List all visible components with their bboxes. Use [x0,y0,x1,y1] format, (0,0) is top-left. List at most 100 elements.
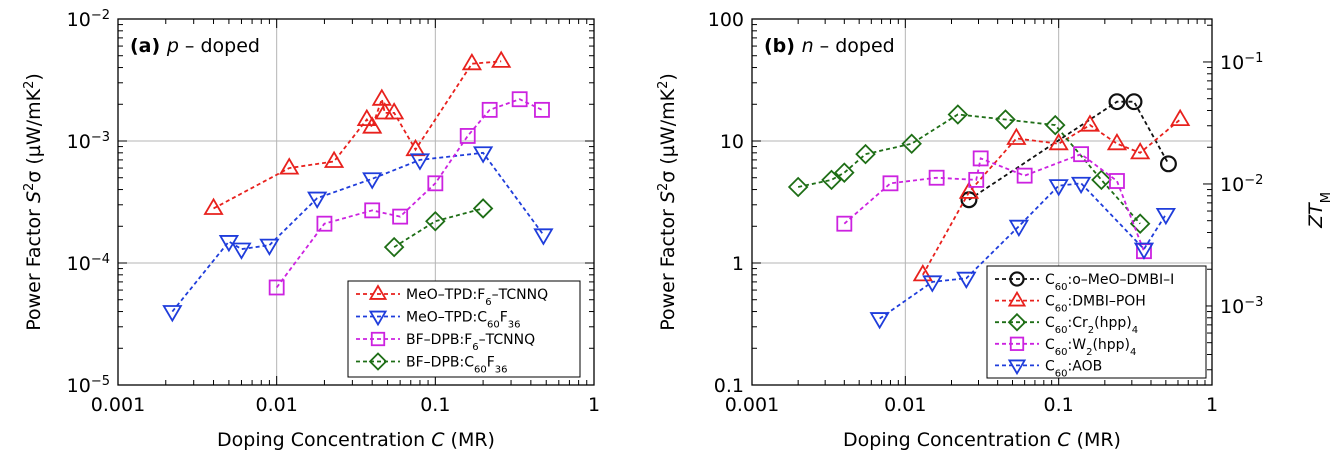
data-point [836,215,853,232]
legend-label: C60:DMBI–POH [1045,294,1146,315]
data-point [362,172,383,190]
y-tick-label: 10−5 [67,374,110,398]
series-2 [787,104,1151,234]
series-line [213,60,502,210]
series-line [275,98,543,289]
data-point [901,133,922,154]
series-line [393,207,484,248]
data-point [268,279,285,296]
data-point [392,208,409,225]
data-point [834,162,855,183]
legend-label: C60:W2(hpp)4 [1045,337,1136,358]
data-point [1125,93,1143,111]
data-point [472,198,494,219]
series-2 [268,91,550,296]
panel-title: (b) n – doped [764,35,895,57]
y-tick-label: 1 [732,253,744,275]
data-point [307,191,328,209]
data-point [1109,173,1125,189]
series-3 [383,198,494,258]
legend-label: C60:AOB [1045,358,1102,379]
data-point [316,215,333,232]
data-point [972,150,989,167]
data-point [383,236,405,258]
data-point [947,104,969,125]
data-point [1048,179,1069,197]
x-axis-label: Doping Concentration C (MR) [217,429,495,451]
data-point [958,181,980,199]
series-line [922,118,1181,276]
x-tick-label: 0.01 [256,394,298,416]
axis-ticks [751,19,1212,386]
x-axis-label: Doping Concentration C (MR) [843,429,1121,451]
legend-marker [370,331,386,347]
y2-axis-label: ZTM [1305,192,1334,229]
x-tick-label: 0.01 [884,394,926,416]
data-point [203,197,224,215]
data-point [472,146,494,164]
y-axis-label: Power Factor S2σ (µW/mK2) [656,73,680,331]
data-point [323,150,345,168]
data-point [427,175,444,192]
data-point [1006,127,1027,145]
data-point [461,52,483,71]
data-point [162,305,183,323]
y2-tick-label: 10−3 [1220,294,1263,318]
legend-marker [368,310,388,327]
data-point [534,101,550,118]
data-point [364,202,381,219]
y-tick-label: 100 [708,9,744,31]
data-point [533,228,554,246]
data-point [1159,155,1177,173]
data-point [1070,176,1092,195]
data-point [995,109,1016,130]
legend-label: C60:Cr2(hpp)4 [1045,315,1138,336]
legend-label: BF–DPB:C60F36 [406,355,508,376]
legend-marker [1009,271,1025,287]
legend: MeO–TPD:F6–TCNNQMeO–TPD:C60F36BF–DPB:F6–… [347,280,581,378]
data-point [855,143,876,165]
data-point [968,171,985,188]
data-point [259,238,280,256]
data-point [425,210,446,232]
legend-marker [368,352,388,371]
y-tick-label: 10−4 [67,252,110,276]
data-point [1129,213,1151,234]
y2-tick-label: 10−2 [1220,172,1263,196]
legend-label: MeO–TPD:C60F36 [406,310,521,331]
data-point [922,275,943,293]
x-tick-label: 1 [1206,394,1218,416]
data-point [491,50,512,68]
series-1 [912,108,1191,282]
data-point [787,176,809,198]
data-point [928,169,945,186]
x-tick-label: 0.001 [91,394,145,416]
y-tick-label: 0.1 [714,375,744,397]
data-point [1091,169,1112,191]
data-point [1170,108,1191,126]
y2-tick-label: 10−1 [1220,50,1263,74]
data-point [869,312,890,330]
panel-b: 0.001 0.01 0.1 1 0.1 1 10 100 10−3 10−2 10−1 Doping… [656,9,1334,451]
data-point [1048,132,1069,151]
data-point [384,102,405,120]
legend-marker [1009,336,1025,351]
data-point [371,88,392,106]
data-point [1008,219,1029,238]
legend-label: C60:o–MeO–DMBI–I [1045,272,1174,293]
data-point [821,169,842,191]
data-point [1108,93,1126,111]
series-line [843,153,1145,252]
series-3 [836,146,1152,260]
data-point [511,91,528,108]
data-point [481,101,498,118]
legend-marker [1007,290,1027,307]
legend-marker [368,284,388,300]
legend: C60:o–MeO–DMBI–IC60:DMBI–POHC60:Cr2(hpp)… [986,265,1207,379]
data-point [1079,114,1101,132]
x-tick-label: 1 [588,394,600,416]
legend-label: MeO–TPD:F6–TCNNQ [406,287,548,308]
data-point [279,157,300,175]
y-tick-label: 10 [720,131,744,153]
